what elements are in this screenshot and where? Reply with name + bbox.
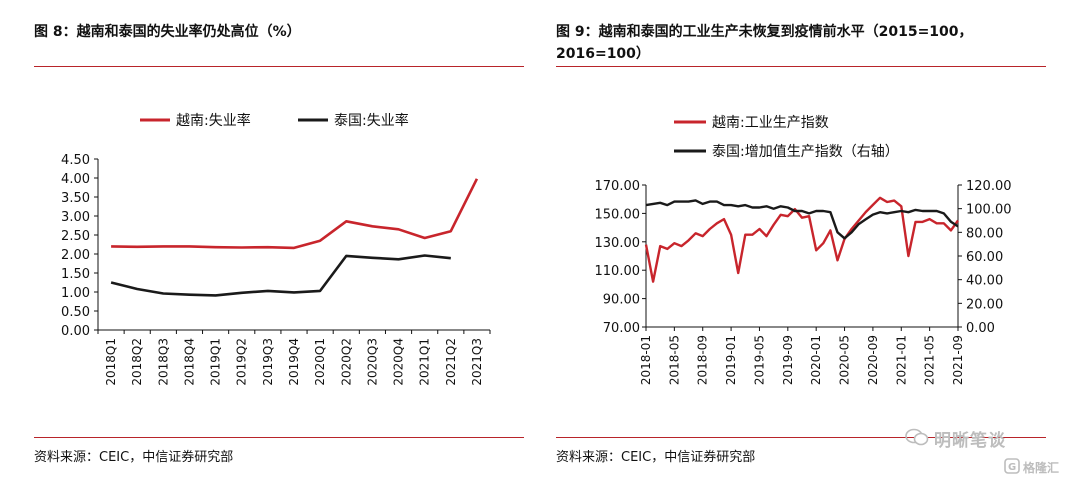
y-left-tick-label: 150.00 xyxy=(595,207,641,222)
x-tick-label: 2018-09 xyxy=(696,335,710,385)
y-tick-label: 4.50 xyxy=(61,153,90,168)
x-tick-label: 2021Q3 xyxy=(470,338,484,386)
y-left-tick-label: 90.00 xyxy=(603,293,640,308)
y-left-tick-label: 70.00 xyxy=(603,321,640,336)
x-tick-label: 2018Q2 xyxy=(130,338,144,386)
x-tick-label: 2020-01 xyxy=(809,335,823,385)
y-right-tick-label: 20.00 xyxy=(966,297,1003,312)
watermark-sub: 格隆汇 xyxy=(1023,461,1060,475)
y-right-tick-label: 80.00 xyxy=(966,226,1003,241)
y-tick-label: 3.00 xyxy=(61,210,90,225)
y-tick-label: 3.50 xyxy=(61,191,90,206)
right-chart-title-line2: 2016=100） xyxy=(556,46,650,62)
right-source-rule xyxy=(556,437,1046,438)
x-tick-label: 2018-05 xyxy=(667,335,681,385)
left-source: 资料来源：CEIC，中信证券研究部 xyxy=(34,450,234,465)
y-left-tick-label: 130.00 xyxy=(595,236,641,251)
legend-label-1: 泰国:增加值生产指数（右轴） xyxy=(712,144,899,160)
y-right-tick-label: 60.00 xyxy=(966,250,1003,265)
legend-label-1: 泰国:失业率 xyxy=(334,112,409,129)
right-source: 资料来源：CEIC，中信证券研究部 xyxy=(556,450,756,465)
x-tick-label: 2021-01 xyxy=(894,335,908,385)
x-tick-label: 2021-09 xyxy=(951,335,965,385)
series-line-vietnam xyxy=(644,196,959,283)
y-right-tick-label: 40.00 xyxy=(966,274,1003,289)
x-tick-label: 2019Q1 xyxy=(209,338,223,386)
x-tick-label: 2018Q3 xyxy=(156,338,170,386)
watermark-main: 明晰笔谈 xyxy=(934,431,1006,451)
left-chart-title: 图 8：越南和泰国的失业率仍处高位（%） xyxy=(34,24,301,40)
series-line-thailand xyxy=(110,254,451,297)
y-tick-label: 2.00 xyxy=(61,248,90,263)
x-tick-label: 2018Q4 xyxy=(182,338,196,386)
x-tick-label: 2019Q2 xyxy=(235,338,249,386)
x-tick-label: 2019Q4 xyxy=(287,338,301,386)
legend-label-0: 越南:工业生产指数 xyxy=(712,115,829,131)
y-tick-label: 4.00 xyxy=(61,172,90,187)
left-chart: 越南:失业率 泰国:失业率 0.00 0.50 1.00 1.50 2.00 2.50 3.00… xyxy=(61,112,491,386)
y-right-tick-label: 120.00 xyxy=(966,179,1012,194)
x-tick-label: 2021Q2 xyxy=(444,338,458,386)
x-tick-label: 2020-05 xyxy=(838,335,852,385)
svg-text:G: G xyxy=(1008,462,1016,473)
x-tick-label: 2018-01 xyxy=(639,335,653,385)
right-chart-title-line1: 图 9：越南和泰国的工业生产未恢复到疫情前水平（2015=100， xyxy=(556,24,973,40)
x-tick-label: 2020Q4 xyxy=(392,338,406,386)
right-title-rule xyxy=(556,66,1046,67)
series-line-thailand xyxy=(645,199,959,240)
x-tick-label: 2019-09 xyxy=(781,335,795,385)
gelonghui-logo-icon: G xyxy=(1004,458,1020,474)
left-title-rule xyxy=(34,66,524,67)
y-left-tick-label: 170.00 xyxy=(595,179,641,194)
y-right-tick-label: 0.00 xyxy=(966,321,995,336)
x-tick-label: 2020Q2 xyxy=(339,338,353,386)
y-tick-label: 0.00 xyxy=(61,324,90,339)
x-tick-label: 2020Q1 xyxy=(313,338,327,386)
x-tick-label: 2020-09 xyxy=(866,335,880,385)
x-tick-label: 2019-01 xyxy=(724,335,738,385)
x-tick-label: 2019-05 xyxy=(752,335,766,385)
y-left-tick-label: 110.00 xyxy=(595,264,641,279)
y-tick-label: 0.50 xyxy=(61,305,90,320)
x-tick-label: 2021Q1 xyxy=(418,338,432,386)
x-tick-label: 2020Q3 xyxy=(365,338,379,386)
y-right-tick-label: 100.00 xyxy=(966,203,1012,218)
x-tick-label: 2021-05 xyxy=(923,335,937,385)
y-tick-label: 2.50 xyxy=(61,229,90,244)
y-tick-label: 1.50 xyxy=(61,267,90,282)
legend-label-0: 越南:失业率 xyxy=(176,112,251,129)
x-tick-label: 2018Q1 xyxy=(104,338,118,386)
wechat-icon xyxy=(905,428,929,446)
series-line-vietnam xyxy=(111,178,479,250)
x-tick-label: 2019Q3 xyxy=(261,338,275,386)
y-tick-label: 1.00 xyxy=(61,286,90,301)
left-source-rule xyxy=(34,437,524,438)
